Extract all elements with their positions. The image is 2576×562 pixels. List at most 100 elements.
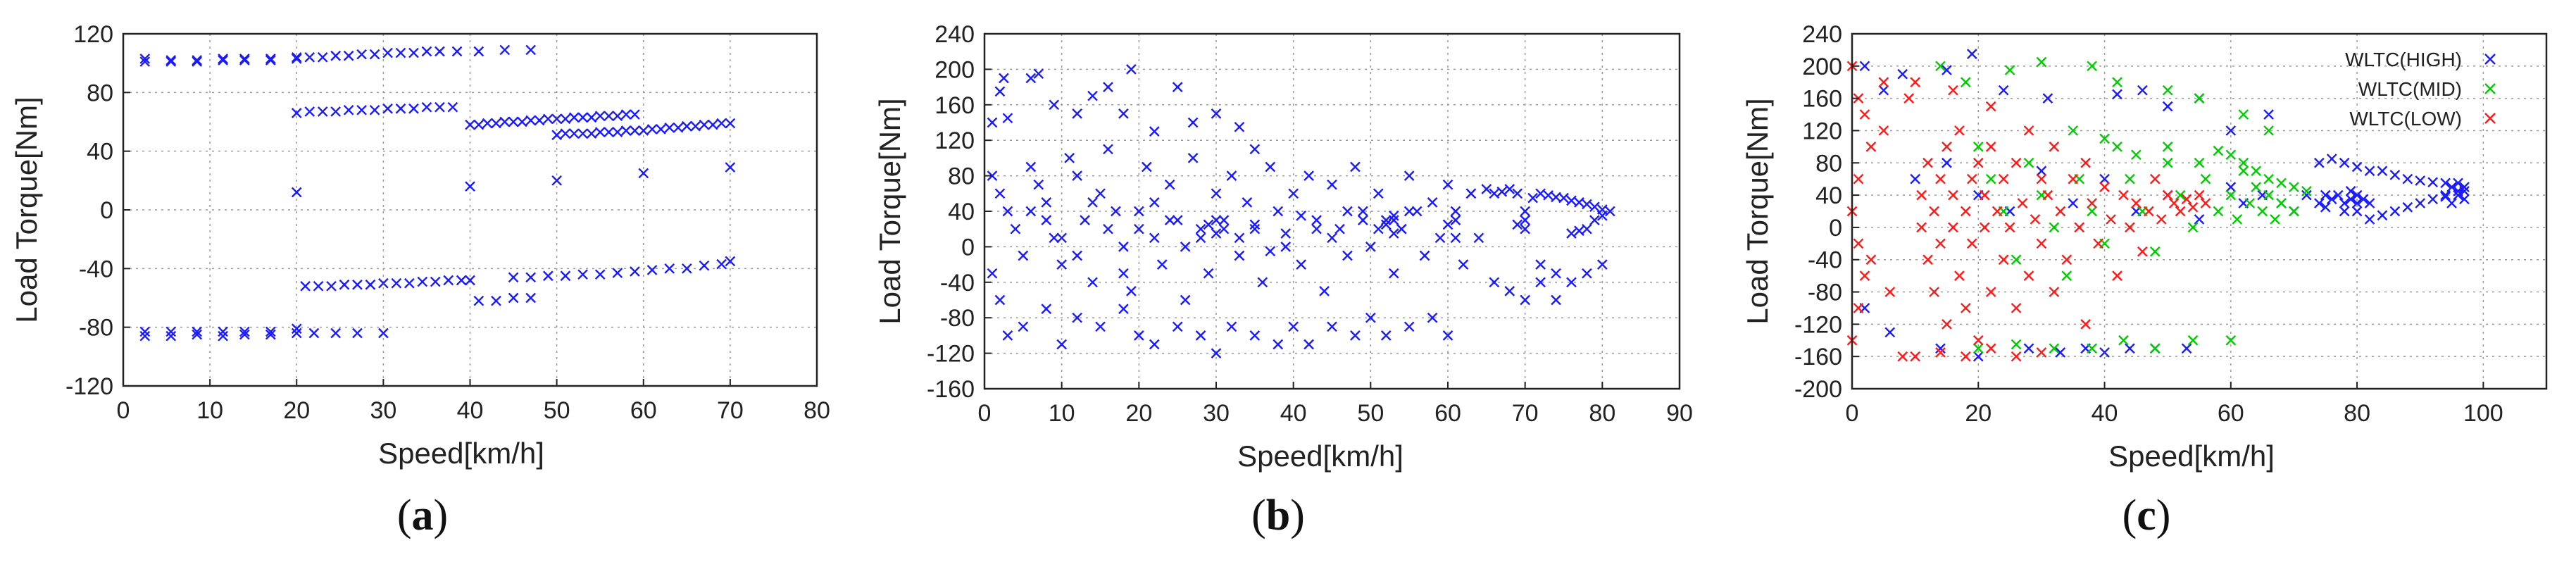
data-point xyxy=(1172,82,1183,92)
data-point xyxy=(378,277,389,289)
data-point xyxy=(1520,215,1531,225)
y-tick-label: 160 xyxy=(1802,86,1842,113)
x-tick-label: 20 xyxy=(1125,400,1152,427)
data-point xyxy=(2068,198,2079,208)
data-point xyxy=(646,124,658,135)
data-point xyxy=(2055,206,2066,217)
data-point xyxy=(2099,347,2110,358)
data-point xyxy=(508,116,519,127)
data-point xyxy=(2276,198,2287,208)
data-point xyxy=(2131,198,2142,208)
data-point xyxy=(369,49,380,60)
data-point xyxy=(2036,173,2047,185)
data-point xyxy=(2238,157,2249,168)
data-point xyxy=(1273,206,1284,217)
data-point xyxy=(1164,179,1175,190)
data-point xyxy=(2289,206,2299,217)
data-point xyxy=(1992,206,2003,217)
data-point xyxy=(352,327,363,339)
data-point xyxy=(525,44,537,56)
data-point xyxy=(139,56,151,67)
data-point xyxy=(300,280,311,292)
data-point xyxy=(1551,294,1561,306)
data-point xyxy=(2459,186,2470,196)
data-point xyxy=(2162,157,2173,168)
data-point xyxy=(1853,173,1864,185)
data-point xyxy=(1280,228,1292,239)
data-point xyxy=(2225,149,2237,161)
data-point xyxy=(2351,198,2363,208)
y-tick-label: -40 xyxy=(940,270,975,296)
data-point xyxy=(673,122,684,133)
data-point xyxy=(2023,157,2034,168)
data-point xyxy=(2402,173,2413,185)
data-point xyxy=(465,181,475,192)
data-point xyxy=(2402,201,2413,213)
legend-label: WLTC(HIGH) xyxy=(2345,49,2462,70)
data-point xyxy=(1095,188,1106,199)
data-point xyxy=(508,272,519,283)
data-point xyxy=(1056,232,1068,244)
data-point xyxy=(1334,223,1345,235)
data-point xyxy=(1033,68,1044,80)
x-tick-label: 100 xyxy=(2463,400,2503,427)
data-point xyxy=(1358,215,1368,225)
series-b-0 xyxy=(987,64,1615,358)
data-point xyxy=(1942,65,1952,75)
x-tick-label: 40 xyxy=(1280,400,1307,427)
data-point xyxy=(2023,270,2034,281)
x-tick-label: 80 xyxy=(2344,400,2370,427)
data-point xyxy=(2377,210,2388,221)
data-point xyxy=(1985,101,1996,112)
data-point xyxy=(2042,189,2053,201)
data-point xyxy=(218,330,228,342)
data-point xyxy=(1954,125,1965,136)
plot-frame-c xyxy=(1851,32,2548,390)
data-point xyxy=(2055,347,2066,358)
data-point xyxy=(330,106,342,117)
y-tick-label: -120 xyxy=(927,341,975,368)
data-point xyxy=(1388,210,1399,221)
data-point xyxy=(1535,277,1546,288)
data-point xyxy=(1265,161,1276,173)
data-point xyxy=(656,124,666,135)
data-point xyxy=(434,101,445,113)
data-point xyxy=(1195,223,1206,235)
data-point xyxy=(2061,254,2072,266)
data-point xyxy=(239,326,250,337)
data-point xyxy=(473,46,484,57)
data-point xyxy=(2099,133,2110,144)
x-tick-label: 60 xyxy=(1434,400,1461,427)
data-point xyxy=(291,54,302,64)
data-point xyxy=(2440,192,2451,202)
y-tick-label: -40 xyxy=(1808,247,1842,274)
y-tick-label: 40 xyxy=(948,199,975,225)
data-point xyxy=(1942,142,1952,152)
x-tick-label: 60 xyxy=(630,397,657,424)
y-tick-label: -80 xyxy=(1808,280,1842,306)
y-tick-label: 40 xyxy=(1815,182,1842,209)
data-point xyxy=(1935,61,1946,72)
x-tick-label: 30 xyxy=(370,397,396,424)
data-point xyxy=(291,108,302,118)
x-tick-label: 30 xyxy=(1203,400,1230,427)
x-tick-label: 80 xyxy=(1589,400,1615,427)
data-point xyxy=(1350,330,1361,341)
data-point xyxy=(2049,142,2060,152)
data-point xyxy=(2194,214,2205,225)
data-point xyxy=(594,127,606,137)
legend-label: WLTC(MID) xyxy=(2358,78,2462,100)
data-point xyxy=(218,54,228,64)
data-point xyxy=(1041,215,1052,225)
x-tick-label: 40 xyxy=(2092,400,2118,427)
data-point xyxy=(2011,339,2022,350)
data-point xyxy=(1985,142,1996,152)
data-point xyxy=(1080,215,1090,225)
panel-letter: c xyxy=(2137,492,2156,539)
panel-a: 0 10 20 30 40 50 60 70 80 -120 -80 -40 0 40 80 120 Speed… xyxy=(10,21,830,539)
data-point xyxy=(1396,223,1407,235)
panel-b: 0 10 20 30 40 50 60 70 80 90 -160 -120 -80 -40 0 40 80 12… xyxy=(873,21,1693,539)
data-point xyxy=(1118,268,1129,279)
x-tick-label: 10 xyxy=(1049,400,1075,427)
data-point xyxy=(1935,347,1946,358)
